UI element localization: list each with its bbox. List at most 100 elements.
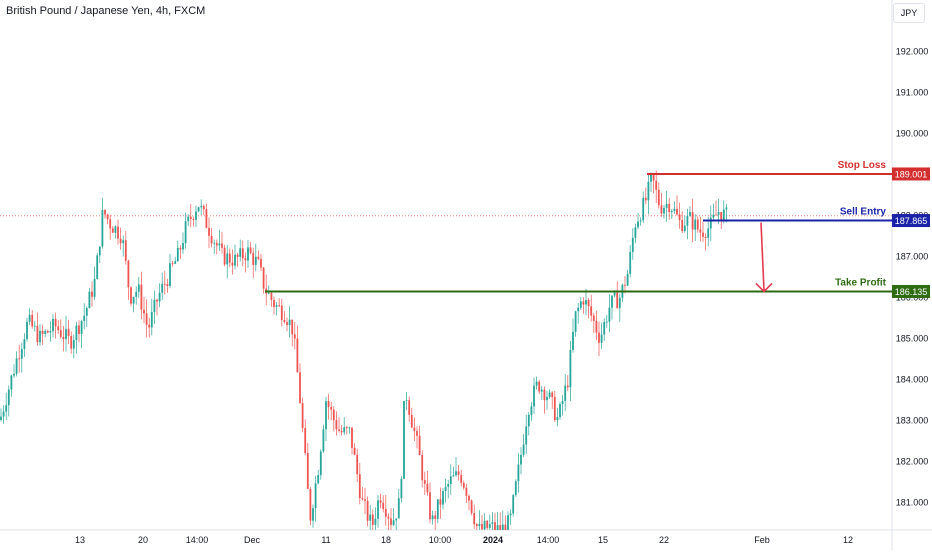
candle-body [699, 229, 702, 233]
candle-body [655, 180, 658, 190]
candle-body [397, 498, 400, 519]
candle-body [691, 212, 694, 230]
candle-body [67, 329, 70, 337]
candle-body [135, 291, 138, 297]
candle-body [348, 427, 351, 429]
candle-body [59, 330, 62, 337]
candle-body [582, 301, 585, 305]
candle-body [262, 267, 265, 289]
candle-body [23, 339, 26, 349]
candle-body [322, 429, 325, 452]
candle-body [127, 260, 130, 288]
candle-body [153, 299, 156, 313]
candle-body [657, 189, 660, 206]
candle-body [689, 212, 691, 216]
candle-body [527, 414, 530, 427]
candle-body [556, 417, 559, 421]
candle-body [20, 348, 23, 359]
candle-body [431, 515, 434, 520]
candle-body [717, 212, 720, 215]
x-tick-label: 11 [321, 535, 330, 545]
candle-body [314, 483, 317, 509]
candle-body [52, 318, 54, 332]
candle-body [163, 283, 166, 285]
candle-body [660, 205, 663, 214]
sell-entry-price: 187.865 [895, 216, 928, 226]
candle-body [725, 207, 728, 210]
candle-body [119, 238, 122, 244]
candle-body [670, 211, 673, 213]
candle-body [634, 227, 637, 238]
candle-body [553, 397, 556, 421]
candle-body [608, 307, 611, 322]
candle-body [707, 228, 710, 238]
candle-body [13, 373, 15, 376]
y-tick-label: 191.000 [896, 88, 929, 98]
candle-body [124, 240, 127, 261]
candle-body [499, 525, 502, 530]
candle-body [291, 319, 294, 335]
candle-body [366, 500, 369, 521]
candle-body [696, 219, 699, 230]
candle-body [218, 243, 221, 246]
candle-body [319, 451, 322, 476]
candle-body [317, 475, 320, 484]
candle-body [395, 518, 398, 521]
candle-body [447, 484, 450, 487]
candle-body [517, 464, 520, 482]
candle-body [57, 326, 60, 331]
take-profit-price: 186.135 [895, 287, 928, 297]
candle-body [345, 427, 348, 429]
candle-body [10, 375, 13, 390]
candle-body [478, 523, 481, 527]
x-tick-label: 14:00 [186, 535, 209, 545]
candle-body [465, 487, 468, 496]
candle-body [351, 427, 353, 448]
candle-body [374, 518, 377, 525]
candle-body [673, 208, 676, 212]
candle-body [70, 336, 73, 349]
candle-body [353, 447, 356, 455]
candle-body [156, 299, 158, 302]
candle-body [197, 207, 200, 212]
candle-body [301, 403, 304, 429]
candle-body [275, 305, 278, 308]
candle-body [179, 247, 182, 250]
candle-body [72, 340, 75, 349]
candle-body [5, 405, 8, 412]
candle-body [377, 500, 379, 519]
candle-body [384, 509, 387, 517]
candle-body [236, 254, 239, 257]
candle-body [213, 242, 216, 244]
x-tick-label: 22 [659, 535, 669, 545]
candle-body [491, 522, 494, 525]
trade-arrow-shaft [760, 222, 765, 291]
take-profit-price-tag [892, 284, 930, 298]
candle-body [200, 205, 203, 208]
candle-body [267, 292, 270, 294]
candle-body [7, 389, 10, 406]
candle-body [304, 428, 307, 454]
candle-body [174, 261, 177, 264]
candle-body [371, 514, 374, 525]
candle-body [122, 240, 125, 244]
candle-body [182, 242, 184, 250]
x-tick-label: 14:00 [537, 535, 560, 545]
candle-body [309, 488, 312, 521]
candle-body [561, 400, 564, 405]
candle-body [28, 314, 31, 322]
candle-body [504, 524, 507, 530]
candle-body [639, 220, 642, 222]
candle-body [166, 284, 169, 287]
candle-body [629, 252, 632, 274]
y-tick-label: 190.000 [896, 129, 929, 139]
candle-body [114, 226, 117, 233]
candle-body [512, 495, 515, 514]
stop-loss-label: Stop Loss [838, 160, 887, 171]
candle-body [543, 389, 546, 401]
candle-body [130, 287, 132, 304]
currency-button[interactable]: JPY [893, 3, 925, 23]
candle-body [335, 420, 338, 430]
